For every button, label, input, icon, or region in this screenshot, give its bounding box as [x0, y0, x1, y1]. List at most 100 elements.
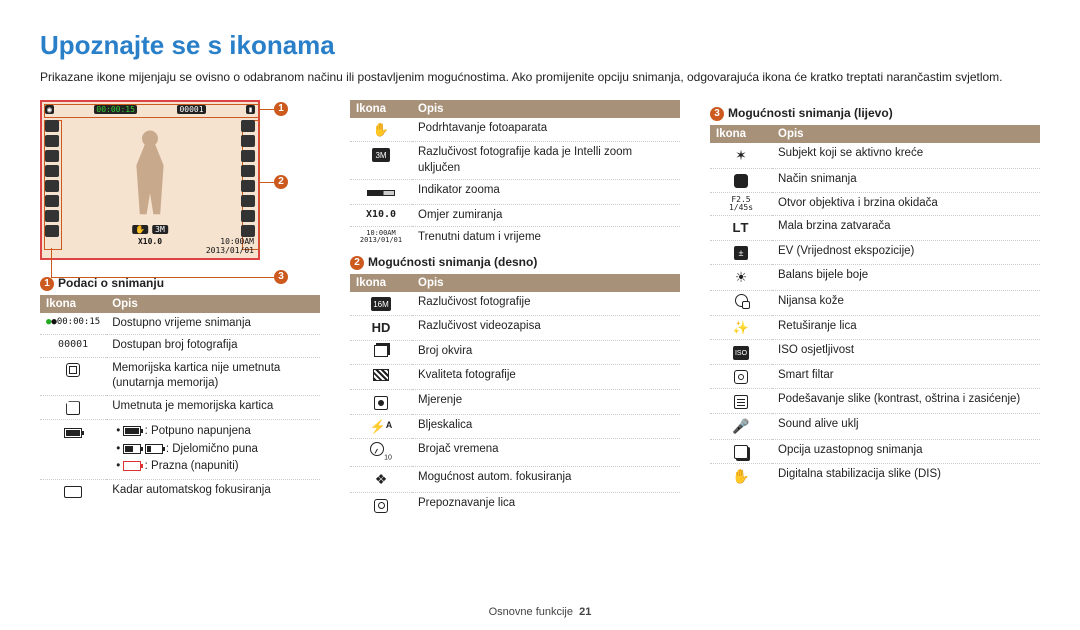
table-row: Memorijska kartica nije umetnuta (unutar…	[40, 357, 320, 395]
column-2: Ikona Opis ✋Podrhtavanje fotoaparata 3MR…	[350, 100, 680, 517]
screen-rec-time: 00:00:15	[94, 105, 137, 114]
table-section1: Ikona Opis ●●00:00:15 Dostupno vrijeme s…	[40, 295, 320, 504]
table-section3: Ikona Opis ✶Subjekt koji se aktivno kreć…	[710, 125, 1040, 489]
memory-internal-icon	[66, 363, 80, 377]
table-row: ❖Mogućnost autom. fokusiranja	[350, 467, 680, 493]
table-row: ☀Balans bijele boje	[710, 265, 1040, 291]
table-row: ✋Podrhtavanje fotoaparata	[350, 118, 680, 142]
table-row: Prepoznavanje lica	[350, 492, 680, 516]
table-row: Smart filtar	[710, 364, 1040, 389]
table-row: ✨Retuširanje lica	[710, 315, 1040, 340]
memory-card-icon	[66, 401, 80, 415]
table-row: Način snimanja	[710, 168, 1040, 193]
table-row: 10Brojač vremena	[350, 439, 680, 467]
focus-frame-icon	[64, 486, 82, 498]
intelli-res-icon: 3M	[372, 148, 389, 162]
section3-title: 3Mogućnosti snimanja (lijevo)	[710, 106, 1040, 121]
wb-icon: ☀	[735, 269, 748, 285]
table-row: Kadar automatskog fokusiranja	[40, 479, 320, 503]
filter-icon	[734, 370, 748, 384]
zoom-indicator-icon	[367, 190, 395, 196]
table-row: Kvaliteta fotografije	[350, 365, 680, 390]
table-row: 16MRazlučivost fotografije	[350, 292, 680, 316]
screen-zoom: X10.0	[138, 237, 162, 246]
table-row: X10.0Omjer zumiranja	[350, 204, 680, 227]
metering-icon	[374, 396, 388, 410]
screen-battery-icon: ▮	[246, 105, 255, 114]
th-desc: Opis	[412, 100, 680, 118]
th-desc: Opis	[412, 274, 680, 292]
ev-icon: ±	[734, 246, 748, 260]
table-row: ●●00:00:15 Dostupno vrijeme snimanja	[40, 313, 320, 335]
table-row: 10:00AM2013/01/01Trenutni datum i vrijem…	[350, 227, 680, 249]
battery-icon	[64, 428, 82, 438]
tracking-icon: ✶	[735, 147, 747, 163]
table-row: ✶Subjekt koji se aktivno kreće	[710, 143, 1040, 168]
page-title: Upoznajte se s ikonama	[40, 30, 1040, 61]
iso-icon: ISO	[733, 346, 749, 360]
af-icon: ❖	[375, 471, 388, 487]
datetime-icon: 10:00AM2013/01/01	[350, 227, 412, 249]
screen-left-icons	[45, 120, 59, 237]
section2-title: 2Mogućnosti snimanja (desno)	[350, 255, 680, 270]
face-detect-icon	[374, 499, 388, 513]
table-row: 🎤Sound alive uklj	[710, 413, 1040, 439]
table-section2: Ikona Opis 16MRazlučivost fotografije HD…	[350, 274, 680, 517]
table-row: Podešavanje slike (kontrast, oštrina i z…	[710, 389, 1040, 414]
callout-3: 3	[274, 270, 288, 284]
skin-tone-icon	[735, 294, 748, 307]
th-icon: Ikona	[350, 100, 412, 118]
mode-icon	[734, 174, 748, 188]
screen-counter: 00001	[177, 105, 205, 114]
table-row: F2.51/45sOtvor objektiva i brzina okidač…	[710, 193, 1040, 216]
table-row: : Potpuno napunjena : Djelomično puna : …	[40, 420, 320, 480]
table-row: Umetnuta je memorijska kartica	[40, 395, 320, 420]
frames-icon	[374, 345, 388, 357]
mic-icon: 🎤	[732, 418, 749, 434]
th-desc: Opis	[106, 295, 320, 313]
screen-silhouette	[125, 130, 175, 220]
aperture-shutter-icon: F2.51/45s	[710, 193, 772, 216]
callout-1: 1	[274, 102, 288, 116]
column-3: 3Mogućnosti snimanja (lijevo) Ikona Opis…	[710, 100, 1040, 517]
flash-icon: ⚡ᴬ	[350, 414, 412, 439]
table-row: 00001 Dostupan broj fotografija	[40, 335, 320, 358]
retouch-icon: ✨	[733, 320, 749, 335]
page-footer: Osnovne funkcije 21	[0, 606, 1080, 618]
table-row: ✋Digitalna stabilizacija slike (DIS)	[710, 464, 1040, 489]
video-res-icon: HD	[350, 316, 412, 341]
timer-icon	[370, 442, 384, 456]
table-row: ISOISO osjetljivost	[710, 340, 1040, 365]
lt-icon: LT	[710, 216, 772, 241]
th-icon: Ikona	[350, 274, 412, 292]
table-row: ⚡ᴬBljeskalica	[350, 414, 680, 439]
callout-2: 2	[274, 175, 288, 189]
table-row: Opcija uzastopnog snimanja	[710, 439, 1040, 464]
table-row: 3MRazlučivost fotografije kada je Intell…	[350, 142, 680, 180]
adjust-icon	[734, 395, 748, 409]
dis-icon: ✋	[732, 468, 749, 484]
table-row: ±EV (Vrijednost ekspozicije)	[710, 240, 1040, 265]
screen-datetime: 10:00AM 2013/01/01	[206, 238, 254, 256]
shake-icon: ✋	[373, 122, 389, 137]
table-row: HDRazlučivost videozapisa	[350, 316, 680, 341]
screen-center-badges: ✋3M	[132, 225, 168, 234]
quality-icon	[373, 369, 389, 381]
table-section-top: Ikona Opis ✋Podrhtavanje fotoaparata 3MR…	[350, 100, 680, 249]
intro-text: Prikazane ikone mijenjaju se ovisno o od…	[40, 69, 1040, 86]
table-row: Broj okvira	[350, 340, 680, 365]
table-row: Indikator zooma	[350, 180, 680, 205]
burst-icon	[734, 445, 748, 459]
th-icon: Ikona	[40, 295, 106, 313]
camera-screen-diagram: ◉ 00:00:15 00001 ▮ ✋3M X10.0	[40, 100, 320, 260]
table-row: Mjerenje	[350, 389, 680, 414]
screen-right-icons	[241, 120, 255, 237]
column-1: ◉ 00:00:15 00001 ▮ ✋3M X10.0	[40, 100, 320, 517]
photo-res-icon: 16M	[371, 297, 391, 311]
table-row: Nijansa kože	[710, 291, 1040, 316]
camera-screen: ◉ 00:00:15 00001 ▮ ✋3M X10.0	[40, 100, 260, 260]
columns: ◉ 00:00:15 00001 ▮ ✋3M X10.0	[40, 100, 1040, 517]
table-row: LTMala brzina zatvarača	[710, 216, 1040, 241]
zoom-ratio-icon: X10.0	[350, 204, 412, 227]
th-icon: Ikona	[710, 125, 772, 143]
